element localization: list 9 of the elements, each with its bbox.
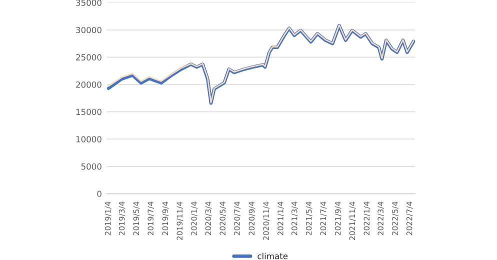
y-tick-label: 35000 (76, 0, 102, 6)
y-tick-label: 30000 (76, 26, 102, 34)
y-tick-label: 15000 (76, 108, 102, 116)
y-tick-label: 25000 (76, 54, 102, 60)
y-tick-label: 20000 (76, 81, 102, 88)
y-tick-label: 0 (97, 190, 102, 197)
y-tick-label: 10000 (76, 136, 102, 142)
legend-label: climate (258, 252, 288, 260)
y-tick-label: 5000 (81, 163, 102, 170)
